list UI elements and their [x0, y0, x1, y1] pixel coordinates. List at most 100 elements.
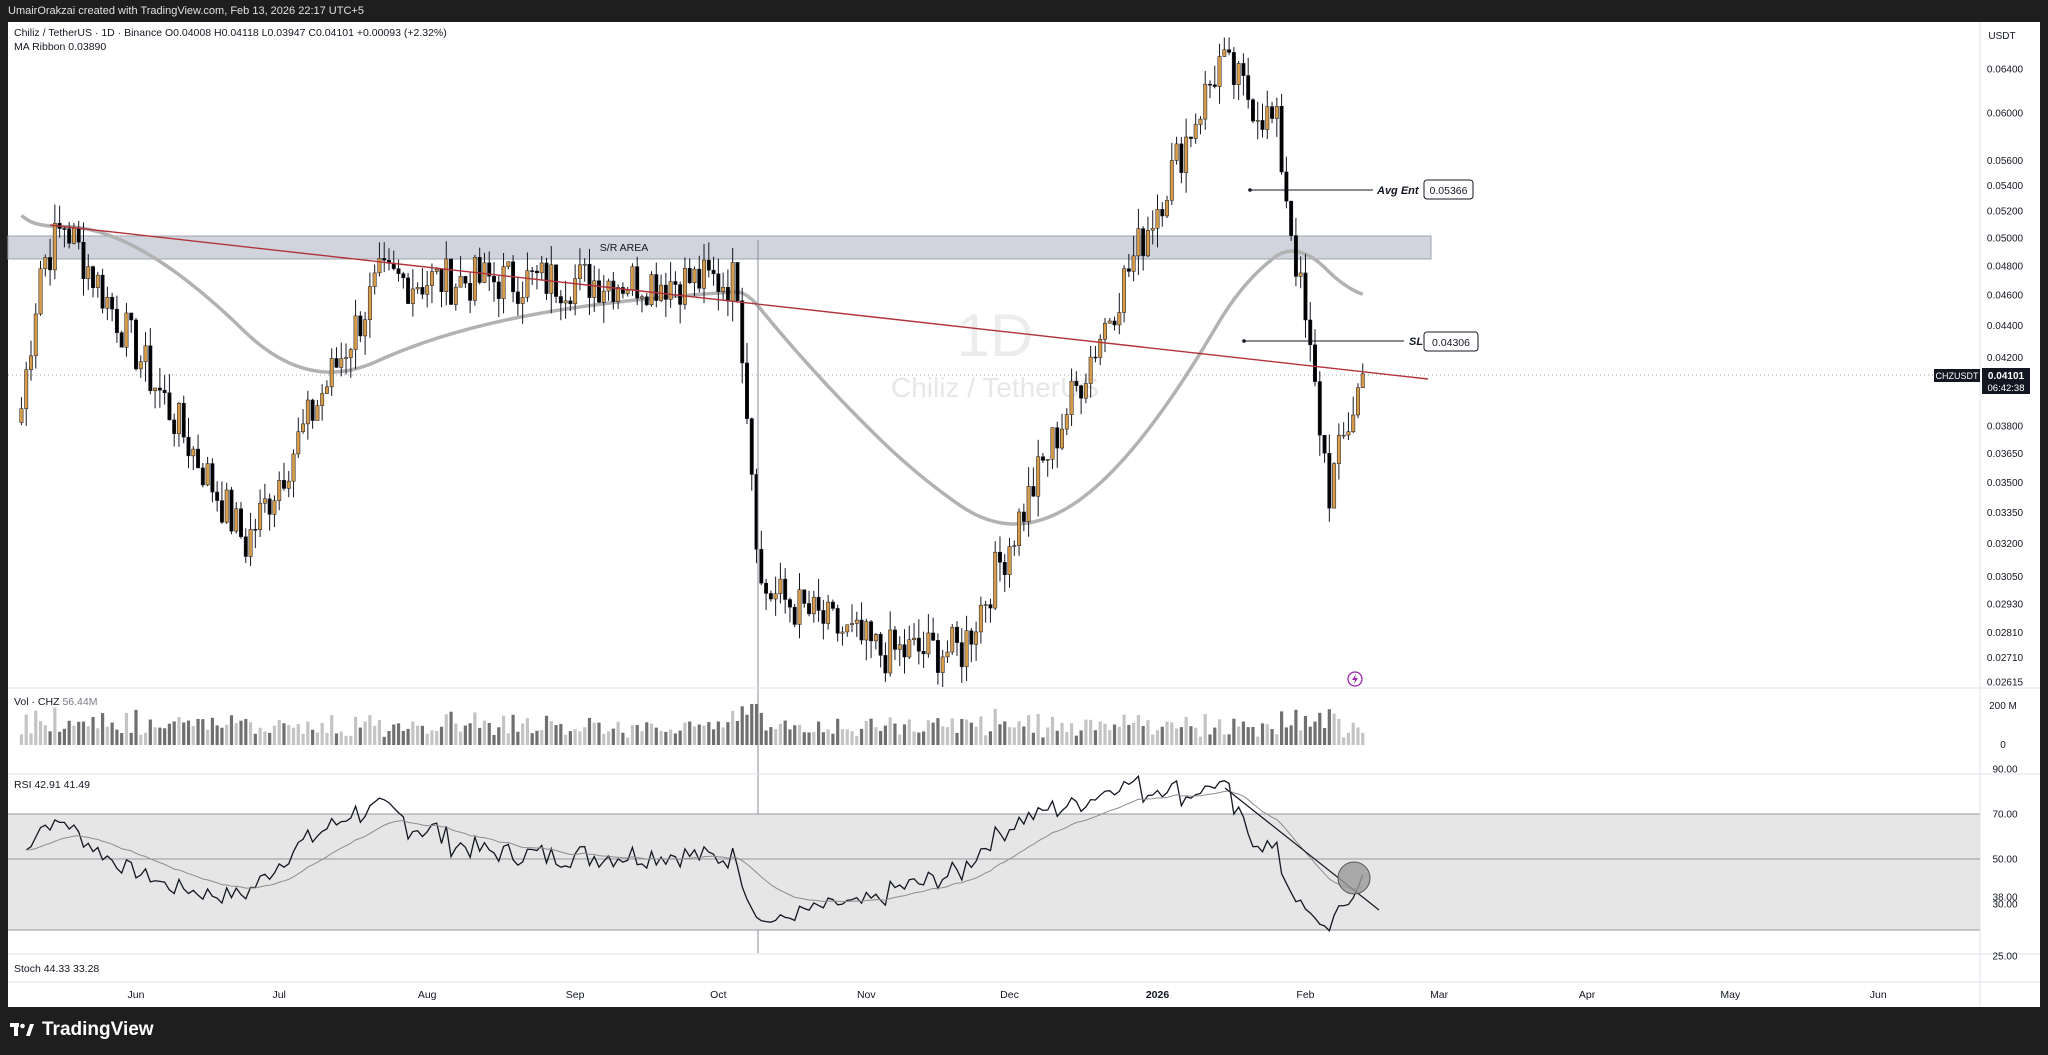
candle-body[interactable] — [229, 489, 234, 532]
candle-body[interactable] — [492, 276, 496, 283]
candle-body[interactable] — [807, 603, 811, 615]
candle-body[interactable] — [740, 300, 745, 364]
candle-body[interactable] — [439, 268, 444, 292]
candle-body[interactable] — [1126, 268, 1131, 272]
candle-body[interactable] — [1165, 200, 1169, 217]
candle-body[interactable] — [1212, 84, 1217, 87]
candle-body[interactable] — [1021, 511, 1026, 522]
candle-body[interactable] — [191, 448, 196, 457]
candle-body[interactable] — [1231, 52, 1236, 85]
candle-body[interactable] — [692, 268, 697, 284]
candle-body[interactable] — [110, 296, 115, 310]
candle-body[interactable] — [1026, 486, 1031, 522]
candle-body[interactable] — [988, 604, 993, 609]
candle-body[interactable] — [926, 632, 931, 655]
candle-body[interactable] — [1117, 312, 1122, 326]
candle-body[interactable] — [196, 448, 201, 469]
candle-body[interactable] — [730, 262, 735, 302]
candle-body[interactable] — [802, 589, 807, 604]
candle-body[interactable] — [888, 629, 893, 674]
candle-body[interactable] — [415, 287, 420, 290]
candle-body[interactable] — [267, 498, 272, 515]
price-tag-box[interactable] — [1982, 368, 2030, 394]
candle-body[interactable] — [410, 288, 415, 304]
candle-body[interactable] — [649, 274, 654, 306]
candle-body[interactable] — [711, 269, 716, 275]
candle-body[interactable] — [1289, 200, 1294, 236]
candle-body[interactable] — [1036, 456, 1041, 497]
candle-body[interactable] — [1241, 63, 1246, 76]
candle-body[interactable] — [883, 655, 888, 674]
candle-body[interactable] — [721, 286, 726, 292]
candle-body[interactable] — [248, 529, 253, 557]
sr-zone[interactable] — [7, 235, 1432, 260]
candle-body[interactable] — [320, 393, 325, 406]
candle-body[interactable] — [592, 280, 597, 298]
candle-body[interactable] — [568, 300, 573, 305]
candle-body[interactable] — [272, 500, 277, 515]
rsi-highlight-circle[interactable] — [1337, 861, 1371, 895]
candle-body[interactable] — [702, 259, 706, 289]
candle-body[interactable] — [219, 500, 224, 523]
candle-body[interactable] — [286, 480, 291, 489]
candle-body[interactable] — [1336, 434, 1341, 464]
candle-body[interactable] — [1098, 339, 1103, 358]
candle-body[interactable] — [472, 257, 477, 301]
candle-body[interactable] — [1260, 120, 1265, 130]
candle-body[interactable] — [86, 266, 91, 279]
candle-body[interactable] — [181, 402, 186, 438]
candle-body[interactable] — [1112, 320, 1117, 326]
candle-body[interactable] — [907, 639, 912, 658]
candle-body[interactable] — [1179, 143, 1184, 173]
candle-body[interactable] — [501, 266, 506, 299]
candle-body[interactable] — [234, 508, 239, 532]
candle-body[interactable] — [1045, 458, 1050, 461]
rsi-legend[interactable]: RSI 42.91 41.49 — [14, 779, 90, 791]
candle-body[interactable] — [1303, 272, 1308, 321]
candle-body[interactable] — [1332, 463, 1337, 509]
candle-body[interactable] — [969, 630, 974, 645]
candle-body[interactable] — [253, 529, 258, 531]
candle-body[interactable] — [768, 593, 773, 600]
candle-body[interactable] — [358, 315, 363, 337]
candle-body[interactable] — [563, 300, 568, 304]
candle-body[interactable] — [811, 596, 816, 615]
candle-body[interactable] — [487, 262, 492, 277]
candle-body[interactable] — [48, 257, 53, 271]
candle-body[interactable] — [67, 228, 72, 244]
candle-body[interactable] — [449, 258, 453, 305]
candle-body[interactable] — [520, 296, 525, 304]
candle-body[interactable] — [420, 287, 425, 295]
candle-body[interactable] — [148, 345, 153, 392]
ma-ribbon-line[interactable] — [20, 214, 1364, 526]
candle-body[interactable] — [62, 228, 67, 230]
candle-body[interactable] — [1188, 136, 1193, 139]
candle-body[interactable] — [678, 284, 683, 305]
candle-body[interactable] — [310, 399, 315, 421]
candle-body[interactable] — [353, 315, 358, 350]
candle-body[interactable] — [463, 276, 468, 284]
candle-body[interactable] — [668, 281, 673, 300]
candle-body[interactable] — [859, 619, 864, 641]
candle-body[interactable] — [1145, 230, 1150, 257]
candle-body[interactable] — [363, 319, 368, 337]
candle-body[interactable] — [1298, 272, 1303, 277]
candle-body[interactable] — [1012, 545, 1017, 547]
candle-body[interactable] — [1284, 171, 1289, 202]
candle-body[interactable] — [1074, 380, 1079, 386]
candle-body[interactable] — [577, 264, 582, 279]
candle-body[interactable] — [382, 258, 387, 261]
candle-body[interactable] — [401, 273, 406, 279]
candle-body[interactable] — [71, 227, 76, 244]
candle-body[interactable] — [1346, 431, 1351, 436]
candle-body[interactable] — [114, 308, 119, 333]
candle-body[interactable] — [429, 271, 434, 286]
candle-body[interactable] — [826, 601, 831, 624]
candle-body[interactable] — [157, 387, 162, 391]
candle-body[interactable] — [377, 258, 382, 274]
candle-body[interactable] — [759, 549, 764, 584]
candle-body[interactable] — [215, 491, 220, 501]
candle-body[interactable] — [697, 268, 702, 289]
candle-body[interactable] — [100, 274, 105, 309]
candle-body[interactable] — [940, 656, 945, 673]
